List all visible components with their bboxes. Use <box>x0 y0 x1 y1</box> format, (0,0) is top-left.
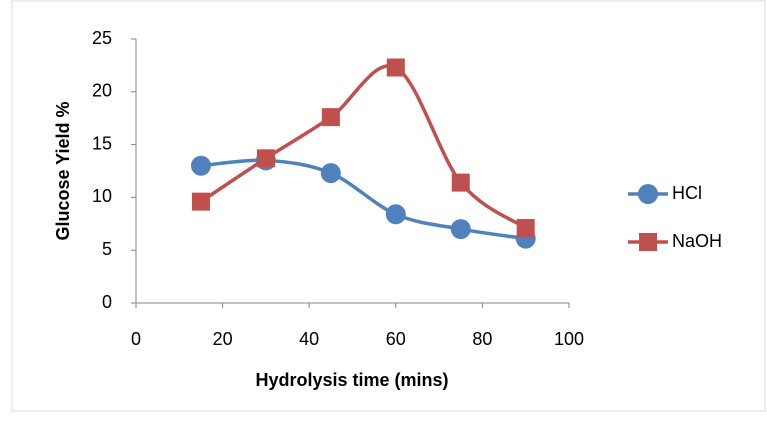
x-tick-label: 0 <box>131 329 141 349</box>
legend-marker <box>638 184 658 204</box>
marker <box>190 155 211 176</box>
marker <box>320 163 341 184</box>
legend-marker <box>639 233 657 251</box>
y-tick-label: 0 <box>102 292 112 312</box>
x-axis-title: Hydrolysis time (mins) <box>255 370 448 390</box>
marker <box>516 219 535 238</box>
marker <box>451 173 470 192</box>
x-tick-label: 80 <box>472 329 492 349</box>
marker <box>321 108 340 127</box>
marker <box>450 219 471 240</box>
legend-label: HCl <box>672 183 702 203</box>
x-tick-label: 100 <box>554 329 584 349</box>
y-tick-label: 20 <box>92 81 112 101</box>
series-line <box>199 64 527 230</box>
y-tick-label: 10 <box>92 186 112 206</box>
marker <box>386 58 405 77</box>
y-tick-label: 15 <box>92 133 112 153</box>
marker <box>385 204 406 225</box>
legend-label: NaOH <box>672 231 722 251</box>
marker <box>256 149 275 168</box>
x-tick-label: 40 <box>299 329 319 349</box>
y-tick-label: 25 <box>92 28 112 48</box>
y-axis-title: Glucose Yield % <box>53 101 73 240</box>
x-tick-label: 20 <box>213 329 233 349</box>
chart-frame <box>11 0 766 412</box>
y-tick-label: 5 <box>102 239 112 259</box>
x-tick-label: 60 <box>386 329 406 349</box>
marker <box>191 192 210 211</box>
